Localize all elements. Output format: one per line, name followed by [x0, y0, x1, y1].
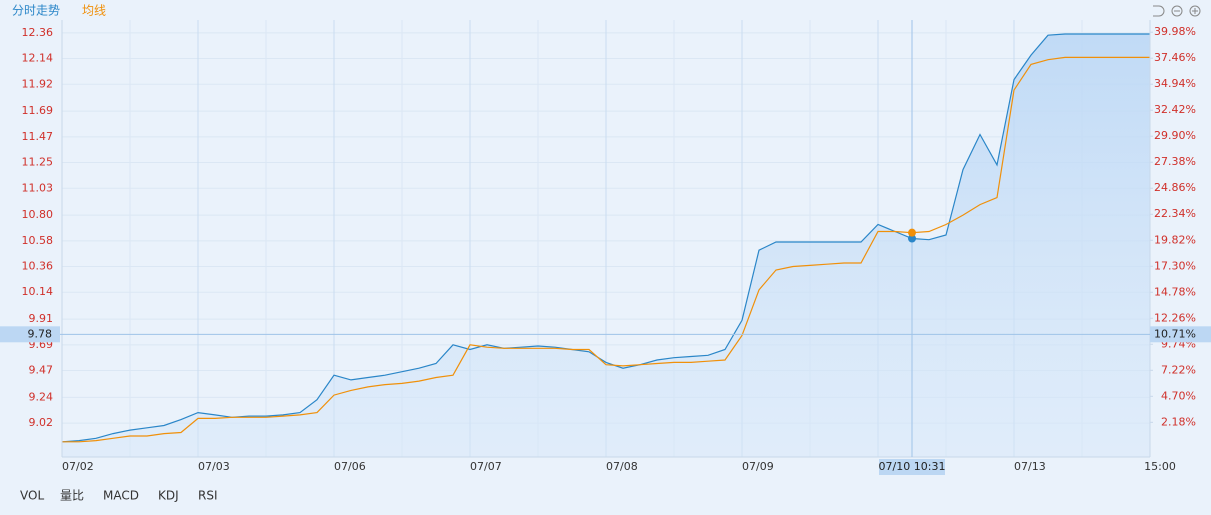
y-tick-label: 10.14 [22, 285, 54, 298]
y-tick-label: 11.03 [22, 181, 54, 194]
indicator-tab[interactable]: MACD [103, 489, 139, 503]
y2-tick-label: 17.30% [1154, 259, 1196, 272]
indicator-tab[interactable]: KDJ [158, 489, 179, 503]
x-tick-label: 07/02 [62, 460, 94, 473]
x-tick-label: 07/03 [198, 460, 230, 473]
y2-tick-label: 34.94% [1154, 77, 1196, 90]
crosshair-price: 9.78 [28, 327, 53, 340]
y2-tick-label: 24.86% [1154, 181, 1196, 194]
y-tick-label: 9.47 [29, 364, 54, 377]
y2-tick-label: 19.82% [1154, 233, 1196, 246]
y2-tick-label: 37.46% [1154, 51, 1196, 64]
y2-tick-label: 22.34% [1154, 207, 1196, 220]
indicator-tab[interactable]: VOL [20, 489, 44, 503]
y-tick-label: 9.91 [29, 312, 54, 325]
y-tick-label: 10.80 [22, 208, 54, 221]
y2-tick-label: 7.22% [1161, 363, 1196, 376]
zoom-out-icon[interactable] [1171, 5, 1183, 17]
legend-entry[interactable]: 分时走势 [12, 4, 60, 18]
series-line [61, 33, 1150, 443]
crosshair-time-box [879, 459, 945, 475]
y2-tick-label: 2.18% [1161, 415, 1196, 428]
x-tick-label: 07/08 [606, 460, 638, 473]
y-tick-label: 10.36 [22, 260, 54, 273]
x-tick-label: 07/09 [742, 460, 774, 473]
x-tick-label: 07/06 [334, 460, 366, 473]
y-tick-label: 11.69 [22, 104, 54, 117]
indicator-tab[interactable]: 量比 [60, 489, 84, 503]
crosshair-time: 07/10 10:31 [879, 460, 946, 473]
x-tick-label: 07/07 [470, 460, 502, 473]
y2-tick-label: 4.70% [1161, 389, 1196, 402]
crosshair-dot [908, 234, 916, 243]
overlay: 9.78 10.71% 07/10 10:31 [0, 20, 1211, 475]
y-tick-label: 12.14 [22, 52, 54, 65]
y-tick-label: 10.58 [22, 234, 54, 247]
y-tick-label: 9.24 [29, 390, 54, 403]
y-tick-label: 11.47 [22, 130, 54, 143]
crosshair-change: 10.71% [1154, 327, 1196, 340]
indicator-tab[interactable]: RSI [198, 489, 218, 503]
x-tick-label: 07/13 [1014, 460, 1046, 473]
y-tick-label: 9.02 [29, 416, 54, 429]
axes: 12.36 12.14 11.92 11.69 11.47 11.25 11.03 10.80… [22, 20, 1196, 473]
y2-tick-label: 29.90% [1154, 129, 1196, 142]
y2-tick-label: 39.98% [1154, 25, 1196, 38]
y2-tick-label: 14.78% [1154, 285, 1196, 298]
area-fill [62, 34, 1150, 457]
reset-icon[interactable] [1153, 5, 1165, 17]
legend-entry[interactable]: 均线 [82, 4, 106, 18]
series-line [62, 56, 1150, 443]
y-tick-label: 12.36 [22, 26, 54, 39]
y2-tick-label: 27.38% [1154, 155, 1196, 168]
y-tick-label: 11.25 [22, 156, 54, 169]
zoom-in-icon[interactable] [1189, 5, 1201, 17]
crosshair-price-box [0, 326, 60, 343]
crosshair-dot [908, 228, 916, 237]
plot [61, 33, 1150, 457]
x-tick-label: 15:00 [1144, 460, 1176, 473]
crosshair-change-box [1150, 326, 1211, 343]
y2-tick-label: 32.42% [1154, 103, 1196, 116]
toolbar-icons [1153, 5, 1201, 17]
y-tick-label: 11.92 [22, 77, 54, 90]
y2-tick-label: 12.26% [1154, 311, 1196, 324]
